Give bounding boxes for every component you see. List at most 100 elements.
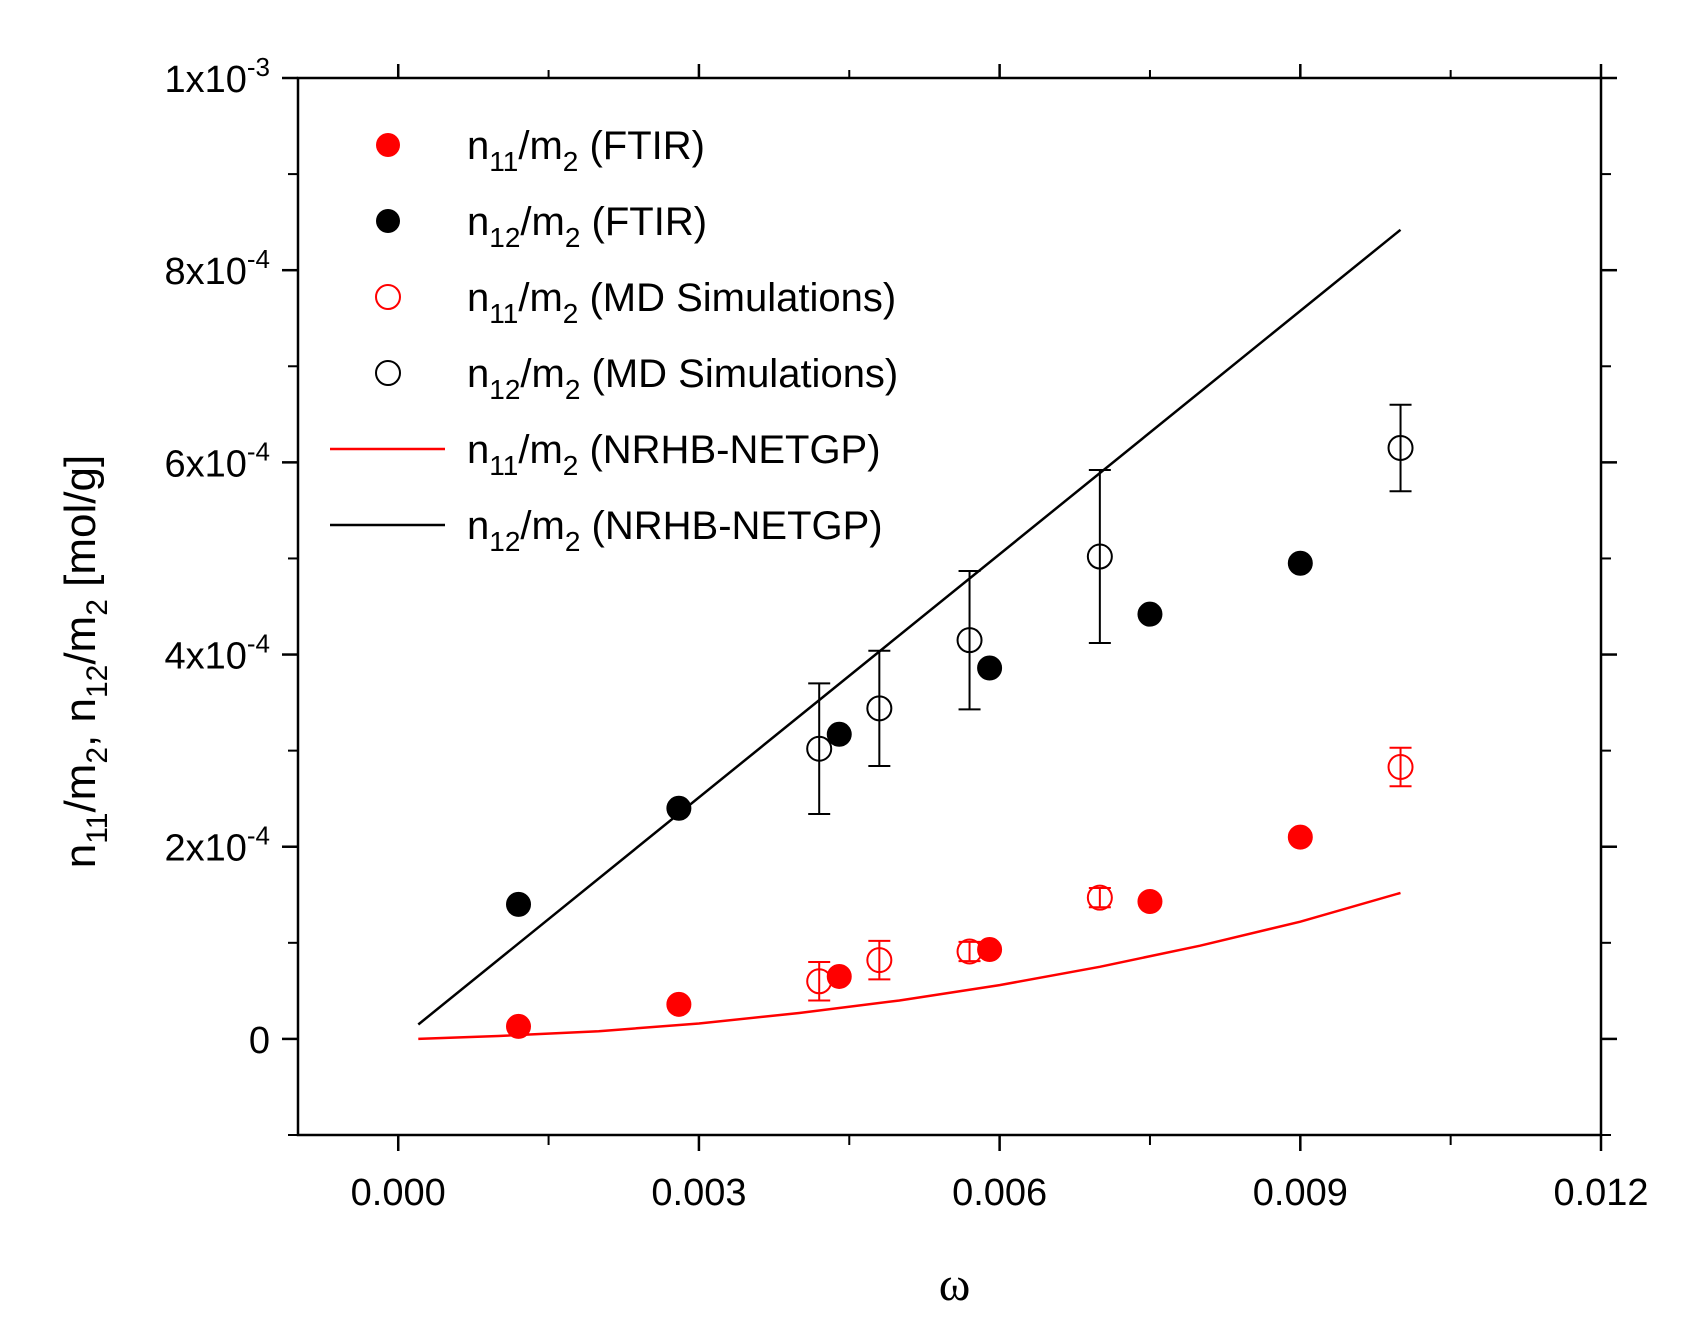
x-tick-label: 0.003 xyxy=(651,1172,746,1214)
legend-label: n12/m2 (NRHB-NETGP) xyxy=(467,504,883,557)
y-title-subscript: 2 xyxy=(81,599,114,616)
legend-text: (FTIR) xyxy=(578,124,705,168)
legend-subscript: 2 xyxy=(565,374,581,405)
axis-ticks xyxy=(282,64,1617,1151)
x-axis-title: ω xyxy=(939,1258,971,1311)
y-tick-exponent: -4 xyxy=(247,629,270,659)
y-tick-base: 6x10 xyxy=(164,443,246,485)
x-tick-label: 0.012 xyxy=(1553,1172,1648,1214)
legend-text: (MD Simulations) xyxy=(578,276,896,320)
legend-marker xyxy=(376,133,400,157)
y-tick-label: 4x10-4 xyxy=(164,629,270,678)
data-point xyxy=(826,963,852,989)
data-point xyxy=(1137,888,1163,914)
legend-label: n11/m2 (FTIR) xyxy=(467,124,705,177)
plot-border xyxy=(296,76,1603,1137)
y-title-text: [mol/g] xyxy=(56,455,105,599)
y-title-subscript: 2 xyxy=(81,747,114,764)
y-tick-exponent: -4 xyxy=(247,436,270,466)
legend-text: n xyxy=(467,276,489,320)
legend-text: /m xyxy=(520,352,564,396)
data-point xyxy=(1287,824,1313,850)
y-title-subscript: 11 xyxy=(81,813,114,844)
legend-label: n12/m2 (MD Simulations) xyxy=(467,352,898,405)
legend-text: /m xyxy=(518,124,562,168)
data-point xyxy=(506,1013,532,1039)
legend-marker xyxy=(375,360,401,386)
data-point xyxy=(956,627,983,654)
legend-text: /m xyxy=(520,504,564,548)
y-tick-base: 8x10 xyxy=(164,251,246,293)
legend-text: (NRHB-NETGP) xyxy=(578,428,880,472)
y-title-text: , n xyxy=(56,698,105,747)
legend-marker xyxy=(376,209,400,233)
data-point xyxy=(666,991,692,1017)
y-tick-base: 4x10 xyxy=(164,636,246,678)
legend-subscript: 11 xyxy=(489,298,518,329)
legend-text: n xyxy=(467,352,489,396)
data-point xyxy=(866,695,893,722)
y-tick-label: 2x10-4 xyxy=(164,821,270,870)
legend-subscript: 2 xyxy=(565,222,581,253)
y-title-text: n xyxy=(56,844,105,868)
y-tick-exponent: -4 xyxy=(247,244,270,274)
y-title-text: /m xyxy=(56,764,105,813)
legend-subscript: 11 xyxy=(489,146,518,177)
data-point xyxy=(1287,550,1313,576)
legend-text: /m xyxy=(518,276,562,320)
legend-subscript: 2 xyxy=(563,450,579,481)
legend-label: n11/m2 (MD Simulations) xyxy=(467,276,896,329)
y-tick-base: 2x10 xyxy=(164,828,246,870)
tick-labels: 0.000 0.003 0.006 0.009 0.01202x10-44x10-46x… xyxy=(164,52,1648,1214)
legend-text: n xyxy=(467,200,489,244)
legend-subscript: 12 xyxy=(489,222,520,253)
series-line xyxy=(417,228,1402,1026)
legend-text: (NRHB-NETGP) xyxy=(580,504,882,548)
y-tick-label: 1x10-3 xyxy=(164,52,270,101)
y-tick-exponent: -3 xyxy=(247,52,270,82)
y-tick-base: 0 xyxy=(249,1020,270,1062)
data-point xyxy=(1086,543,1113,570)
legend-subscript: 2 xyxy=(563,298,579,329)
data-point xyxy=(977,655,1003,681)
plot-frame xyxy=(296,76,1603,1137)
data-point xyxy=(806,735,833,762)
legend-subscript: 2 xyxy=(563,146,579,177)
legend: n11/m2 (FTIR)n12/m2 (FTIR)n11/m2 (MD Sim… xyxy=(330,124,898,557)
legend-label: n12/m2 (FTIR) xyxy=(467,200,707,253)
legend-text: n xyxy=(467,124,489,168)
y-tick-exponent: -4 xyxy=(247,821,270,851)
legend-text: (FTIR) xyxy=(580,200,707,244)
legend-subscript: 2 xyxy=(565,526,581,557)
legend-subscript: 12 xyxy=(489,374,520,405)
legend-subscript: 11 xyxy=(489,450,518,481)
legend-text: n xyxy=(467,428,489,472)
x-tick-label: 0.009 xyxy=(1253,1172,1348,1214)
series-line xyxy=(418,891,1401,1041)
data-point xyxy=(506,891,532,917)
x-tick-label: 0.006 xyxy=(952,1172,1047,1214)
data-point xyxy=(666,795,692,821)
data-point xyxy=(1086,884,1113,911)
x-tick-label: 0.000 xyxy=(351,1172,446,1214)
data-point xyxy=(1137,601,1163,627)
data-point xyxy=(1387,753,1414,780)
series-layer xyxy=(417,228,1414,1041)
legend-label: n11/m2 (NRHB-NETGP) xyxy=(467,428,881,481)
y-tick-label: 6x10-4 xyxy=(164,436,270,485)
y-tick-label: 0 xyxy=(249,1020,270,1062)
legend-text: (MD Simulations) xyxy=(580,352,898,396)
legend-text: /m xyxy=(518,428,562,472)
y-title-subscript: 12 xyxy=(81,665,114,698)
legend-subscript: 12 xyxy=(489,526,520,557)
data-point xyxy=(806,968,833,995)
data-point xyxy=(866,947,893,974)
y-tick-label: 8x10-4 xyxy=(164,244,270,293)
y-axis-title: n11/m2, n12/m2 [mol/g] xyxy=(56,455,114,868)
data-point xyxy=(977,937,1003,963)
legend-marker xyxy=(375,284,401,310)
y-tick-base: 1x10 xyxy=(164,59,246,101)
data-point xyxy=(956,938,983,965)
